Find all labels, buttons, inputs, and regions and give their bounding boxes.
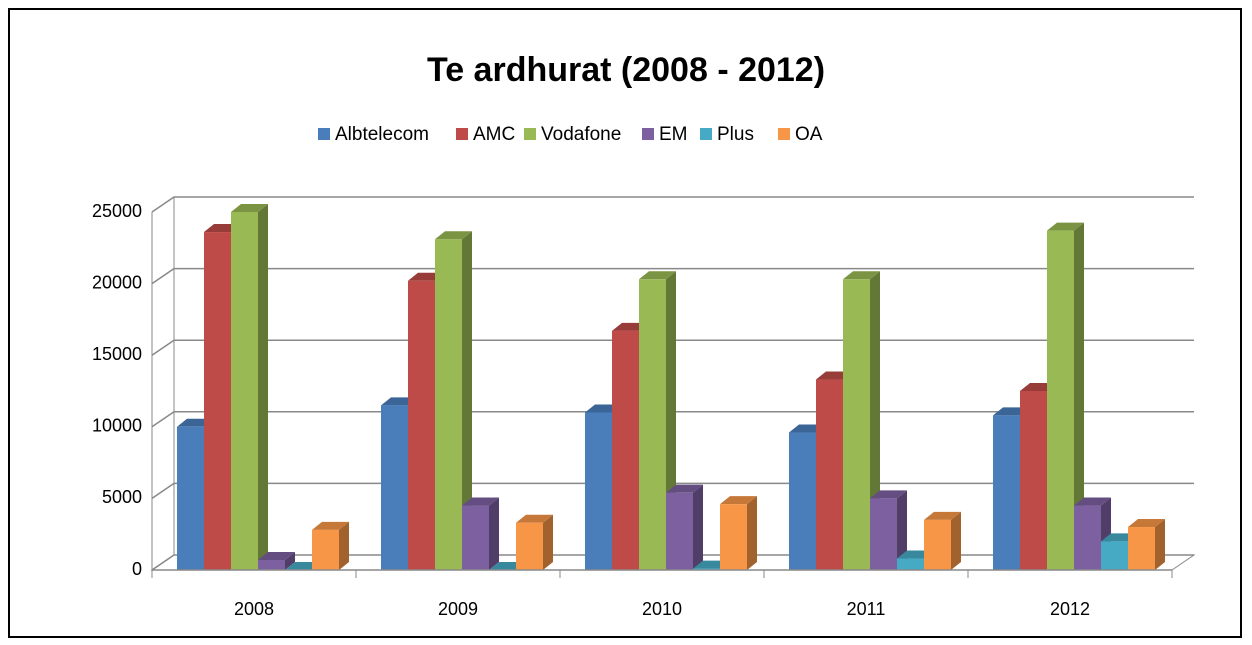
bar-face [639,279,666,570]
bar-face [1155,519,1165,570]
y-tick-label: 0 [132,559,142,579]
bar-face [843,279,870,570]
bar-face [1020,391,1047,570]
legend-label: Vodafone [541,124,621,145]
bar-face [516,514,553,523]
legend-label: Albtelecom [335,124,429,145]
y-tick-label: 25000 [92,201,142,221]
bar-face [585,412,612,570]
bar [870,490,907,570]
bar [720,496,757,570]
legend-swatch [642,128,654,140]
bar-face [1074,505,1101,570]
bar-face [951,511,961,570]
bar-face [789,432,816,570]
bar-face [897,490,907,570]
y-tick-label: 20000 [92,272,142,292]
bar [258,551,295,570]
bar-face [258,551,295,560]
bar-face [339,521,349,570]
x-tick-label: 2012 [1050,599,1090,619]
legend-label: AMC [473,124,515,145]
bar-face [1047,222,1084,231]
bar-face [870,498,897,570]
bar [462,497,499,570]
bar-face [231,212,258,570]
bar-face [720,496,757,505]
grid-line [151,267,1194,285]
bar-face [258,559,285,570]
x-tick-label: 2010 [642,599,682,619]
bar-face [204,232,231,570]
x-tick-label: 2009 [438,599,478,619]
bar-face [897,558,924,570]
bar-face [543,514,553,570]
bar [1047,222,1084,570]
bar-face [177,426,204,570]
bar-face [381,405,408,570]
bar [516,514,553,570]
bar-face [993,415,1020,570]
bar-face [720,504,747,570]
bar-face [666,484,703,493]
y-tick-label: 10000 [92,416,142,436]
y-tick-label: 5000 [102,487,142,507]
bar-face [408,280,435,570]
bar [666,484,703,570]
bar [1128,519,1165,570]
bar-face [612,330,639,570]
legend-label: OA [795,124,823,145]
bar-face [1074,497,1111,506]
legend-swatch [778,128,790,140]
bar-face [924,511,961,520]
bar-face [639,271,676,280]
chart-title: Te ardhurat (2008 - 2012) [427,51,825,89]
bar-face [312,529,339,570]
bar-face [1074,222,1084,570]
x-tick-label: 2008 [234,599,274,619]
bar-face [1128,519,1165,528]
bar-face [870,490,907,499]
grid-line [151,196,1194,213]
bar [312,521,349,570]
bar-face [1047,230,1074,570]
bar-face [435,239,462,570]
bar-face [516,522,543,570]
bar-face [816,379,843,570]
legend-swatch [318,128,330,140]
bar-face [435,231,472,240]
bar-face [462,497,499,506]
bar-face [843,271,880,280]
bar-face [462,231,472,570]
legend-swatch [700,128,712,140]
bar [231,204,268,570]
legend-label: Plus [717,124,754,145]
bar-face [489,497,499,570]
bar-face [1128,527,1155,570]
bar-face [285,551,295,570]
bar-face [258,204,268,570]
legend-label: EM [659,124,688,145]
x-tick-label: 2011 [847,599,886,619]
bar-face [1101,541,1128,570]
bar-face [924,519,951,570]
bar [924,511,961,570]
y-tick-label: 15000 [92,344,142,364]
bar-face [693,484,703,570]
legend-swatch [456,128,468,140]
bar-face [312,521,349,530]
bar [435,231,472,570]
bar-face [462,505,489,570]
bar-face [747,496,757,570]
bar-face [666,492,693,570]
legend-swatch [524,128,536,140]
bar-face [231,204,268,212]
